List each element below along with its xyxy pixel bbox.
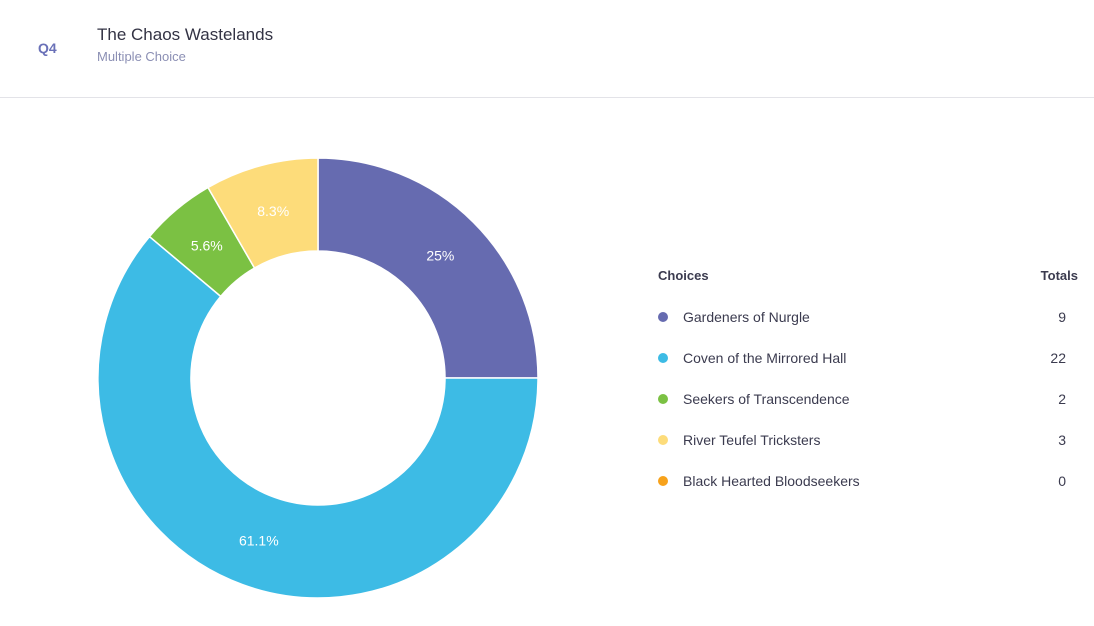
legend-row: River Teufel Tricksters 3 — [658, 432, 1078, 473]
donut-slice — [317, 157, 539, 379]
legend-choice-total: 2 — [1058, 391, 1066, 407]
totals-column-header: Totals — [1040, 268, 1078, 283]
legend-color-dot — [658, 435, 668, 445]
legend-choice-label: Coven of the Mirrored Hall — [683, 350, 847, 366]
legend-choice-label: Seekers of Transcendence — [683, 391, 850, 407]
slice-percent-label: 5.6% — [191, 237, 223, 253]
legend-color-dot — [658, 312, 668, 322]
question-title: The Chaos Wastelands — [97, 25, 274, 44]
legend-choice-total: 3 — [1058, 432, 1066, 448]
question-number: Q4 — [38, 40, 57, 56]
donut-slice — [97, 235, 539, 599]
legend-row: Seekers of Transcendence 2 — [658, 391, 1078, 432]
choices-column-header: Choices — [658, 268, 709, 283]
legend-choice-label: Gardeners of Nurgle — [683, 309, 810, 325]
slice-percent-label: 61.1% — [239, 533, 279, 549]
question-type: Multiple Choice — [97, 49, 186, 64]
legend-rows: Gardeners of Nurgle 9 Coven of the Mirro… — [658, 309, 1078, 514]
legend-color-dot — [658, 476, 668, 486]
legend-header: Choices Totals — [658, 268, 1078, 290]
slice-percent-label: 8.3% — [257, 203, 289, 219]
donut-slice — [206, 157, 319, 270]
legend-choice-total: 22 — [1050, 350, 1066, 366]
legend-row: Coven of the Mirrored Hall 22 — [658, 350, 1078, 391]
legend-table: Choices Totals Gardeners of Nurgle 9 Cov… — [658, 268, 1078, 489]
question-header: Q4 The Chaos Wastelands Multiple Choice — [0, 0, 1094, 98]
legend-choice-label: Black Hearted Bloodseekers — [683, 473, 860, 489]
slice-percent-label: 25% — [426, 248, 454, 264]
legend-row: Black Hearted Bloodseekers 0 — [658, 473, 1078, 514]
legend-choice-total: 0 — [1058, 473, 1066, 489]
legend-color-dot — [658, 353, 668, 363]
donut-chart: 25% 61.1% 5.6% 8.3% — [97, 157, 539, 599]
legend-choice-total: 9 — [1058, 309, 1066, 325]
legend-choice-label: River Teufel Tricksters — [683, 432, 821, 448]
legend-row: Gardeners of Nurgle 9 — [658, 309, 1078, 350]
legend-color-dot — [658, 394, 668, 404]
